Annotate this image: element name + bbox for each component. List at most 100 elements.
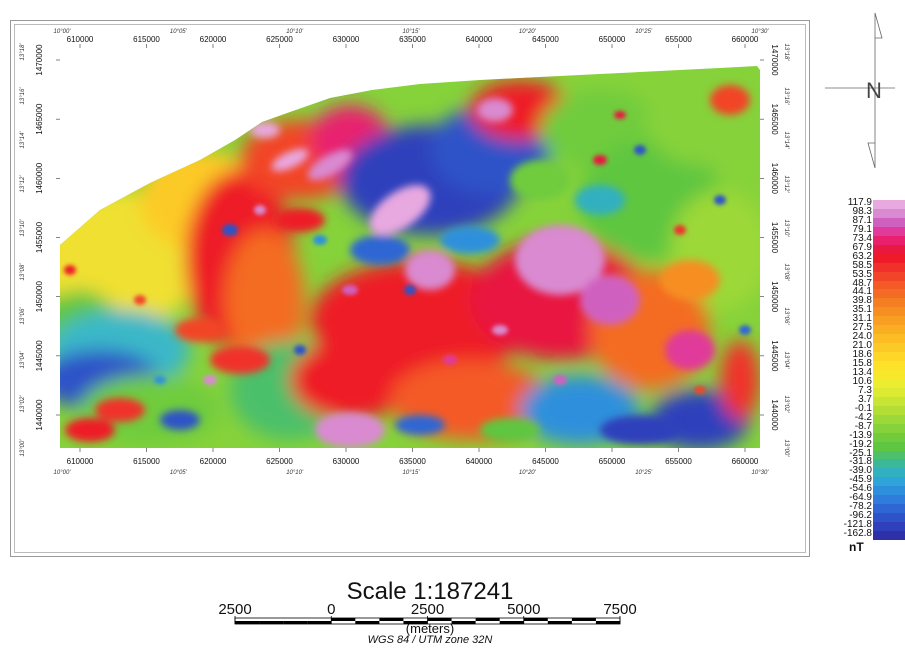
legend-value: -96.2: [849, 510, 872, 522]
legend-value: -64.9: [849, 492, 872, 504]
legend-swatch: [873, 325, 905, 335]
y-degree-label-left: 13°00': [20, 439, 26, 457]
legend-swatch: [873, 217, 905, 228]
legend-swatch: [873, 522, 905, 532]
x-degree-label-bottom: 10°05': [170, 470, 188, 476]
y-degree-label-left: 13°12': [20, 175, 26, 193]
magnetic-anomaly-grid: [60, 66, 760, 448]
y-tick-label-right: 1440000: [770, 399, 779, 431]
legend-swatch: [873, 531, 905, 541]
y-degree-label-left: 13°16': [20, 87, 26, 105]
north-arrow-icon: N: [825, 12, 895, 169]
x-tick-label-bottom: 660000: [732, 457, 759, 466]
x-tick-label-bottom: 615000: [133, 457, 160, 466]
legend-swatch: [873, 200, 905, 210]
x-degree-label-bottom: 10°25': [635, 470, 653, 476]
y-tick-label-right: 1450000: [770, 281, 779, 313]
y-tick-label-right: 1465000: [770, 104, 779, 136]
legend-swatch: [873, 387, 905, 398]
legend-value: 3.7: [858, 393, 872, 405]
legend-value: 35.1: [852, 304, 872, 316]
y-tick-label-right: 1445000: [770, 340, 779, 372]
legend-value: 27.5: [852, 322, 872, 334]
y-degree-label-right: 13°00': [783, 440, 789, 458]
x-tick-label-bottom: 635000: [399, 457, 426, 466]
legend-swatch: [873, 378, 905, 389]
x-tick-label-bottom: 655000: [665, 457, 692, 466]
legend-swatch: [873, 334, 905, 344]
x-degree-label-bottom: 10°00': [54, 470, 72, 476]
legend-value: -45.9: [849, 474, 872, 486]
y-degree-label-right: 13°02': [783, 396, 789, 414]
legend-value: -31.8: [849, 456, 872, 468]
svg-text:N: N: [866, 78, 882, 103]
legend-value: -25.1: [849, 447, 872, 459]
x-tick-label-top: 655000: [665, 35, 692, 44]
legend-swatch: [873, 244, 905, 255]
y-degree-label-right: 13°06': [783, 308, 789, 326]
legend-swatch: [873, 289, 905, 299]
map-frame-inner: [14, 24, 806, 553]
x-degree-label-top: 10°15': [403, 29, 421, 35]
y-degree-label-left: 13°10': [20, 219, 26, 237]
x-tick-label-top: 620000: [200, 35, 227, 44]
legend-swatch: [873, 414, 905, 425]
y-tick-label-left: 1460000: [35, 162, 44, 194]
legend-swatch: [873, 262, 905, 273]
scale-label: 2500: [218, 601, 251, 618]
legend-swatch: [873, 504, 905, 514]
y-degree-label-left: 13°14': [20, 131, 26, 149]
legend-swatch: [873, 423, 905, 434]
scale-crs: WGS 84 / UTM zone 32N: [367, 634, 493, 646]
legend-swatch: [873, 495, 905, 505]
scale-label: 5000: [507, 601, 540, 618]
y-degree-label-right: 13°18': [783, 44, 789, 62]
legend-swatch: [873, 370, 905, 380]
x-degree-label-top: 10°10': [286, 29, 304, 35]
legend-swatch: [873, 396, 905, 407]
legend-value: 10.6: [852, 375, 872, 387]
legend-value: -0.1: [854, 402, 872, 414]
y-degree-label-left: 13°06': [20, 307, 26, 325]
x-tick-label-bottom: 620000: [200, 457, 227, 466]
legend-value: 21.0: [852, 340, 872, 352]
legend-value: 63.2: [852, 250, 872, 262]
legend-value: 48.7: [852, 277, 872, 289]
x-degree-label-bottom: 10°30': [752, 470, 770, 476]
legend-value: -121.8: [843, 519, 872, 531]
legend-swatch: [873, 441, 905, 452]
legend-swatch: [873, 208, 905, 219]
x-tick-label-top: 610000: [67, 35, 94, 44]
y-degree-label-left: 13°02': [20, 395, 26, 413]
legend-swatch: [873, 235, 905, 246]
x-tick-label-top: 615000: [133, 35, 160, 44]
legend-value: 79.1: [852, 223, 872, 235]
y-degree-label-right: 13°14': [783, 132, 789, 150]
y-tick-label-left: 1450000: [35, 281, 44, 313]
legend-value: -78.2: [849, 501, 872, 513]
scale-label: 7500: [603, 601, 636, 618]
y-degree-label-right: 13°08': [783, 264, 789, 282]
legend-value: -162.8: [843, 528, 872, 540]
legend-value: -13.9: [849, 429, 872, 441]
x-tick-label-top: 625000: [266, 35, 293, 44]
y-tick-label-left: 1470000: [35, 44, 44, 76]
legend-value: 87.1: [852, 214, 872, 226]
x-tick-label-bottom: 610000: [67, 457, 94, 466]
x-tick-label-top: 645000: [532, 35, 559, 44]
y-degree-label-right: 13°04': [783, 352, 789, 370]
scale-bar: 2500 0 2500 5000 7500: [218, 601, 637, 625]
legend-value: 39.8: [852, 295, 872, 307]
x-tick-label-top: 660000: [732, 35, 759, 44]
x-degree-label-top: 10°20': [519, 29, 537, 35]
x-degree-label-bottom: 10°20': [519, 470, 537, 476]
y-tick-label-right: 1455000: [770, 222, 779, 254]
legend-swatch: [873, 405, 905, 416]
legend-value: 117.9: [847, 197, 872, 208]
legend-swatch: [873, 477, 905, 487]
x-degree-label-top: 10°30': [752, 29, 770, 35]
scale-label: 2500: [411, 601, 444, 618]
legend-value: 58.5: [852, 259, 872, 271]
y-degree-label-left: 13°18': [20, 43, 26, 61]
